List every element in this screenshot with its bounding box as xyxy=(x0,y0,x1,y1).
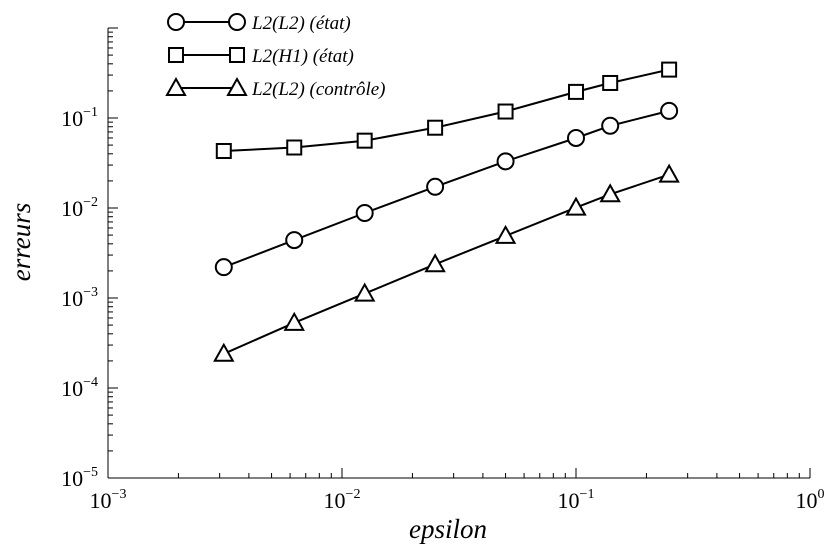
triangle-point xyxy=(565,196,587,216)
x-tick-label: 10−2 xyxy=(324,487,361,513)
triangle-point xyxy=(213,342,235,362)
series-2 xyxy=(215,61,678,159)
triangle-point xyxy=(283,311,305,331)
y-tick-label: 10−5 xyxy=(61,465,98,491)
square-point xyxy=(427,119,444,136)
legend-label: L2(H1) (état) xyxy=(251,46,354,67)
circle-point xyxy=(601,116,620,135)
square-point xyxy=(215,142,232,159)
circle-point xyxy=(660,101,679,120)
legend-square-icon xyxy=(168,47,184,63)
legend-label: L2(L2) (état) xyxy=(251,13,351,34)
y-axis-label: erreurs xyxy=(6,203,36,282)
y-tick-label: 10−2 xyxy=(61,195,98,221)
legend: L2(L2) (état) L2(H1) (état) L2(L2) (contrô… xyxy=(165,13,386,100)
triangle-point xyxy=(494,224,517,244)
triangle-point xyxy=(424,253,446,273)
legend-triangle-icon xyxy=(226,76,248,96)
series-1 xyxy=(214,101,679,277)
legend-entry: L2(L2) (état) xyxy=(167,13,351,34)
circle-point xyxy=(214,258,233,277)
circle-point xyxy=(355,203,374,222)
circle-point xyxy=(567,128,585,147)
triangle-point xyxy=(599,183,621,203)
y-tick-label: 10−1 xyxy=(61,105,98,131)
legend-entry: L2(H1) (état) xyxy=(168,46,354,67)
square-point xyxy=(602,74,619,91)
square-point xyxy=(286,139,303,156)
y-tick-label: 10−4 xyxy=(61,375,98,401)
series-layer xyxy=(213,61,680,362)
legend-square-icon xyxy=(229,47,245,63)
x-tick-label: 10−3 xyxy=(90,487,127,513)
circle-point xyxy=(426,177,445,196)
x-axis-label: epsilon xyxy=(409,514,487,544)
legend-circle-icon xyxy=(167,13,185,31)
legend-label: L2(L2) (contrôle) xyxy=(251,79,386,100)
legend-entry: L2(L2) (contrôle) xyxy=(165,76,386,100)
x-tick-label: 100 xyxy=(796,487,825,513)
legend-triangle-icon xyxy=(165,76,187,96)
x-tick-label: 10−1 xyxy=(558,487,595,513)
triangle-point xyxy=(353,282,376,302)
triangle-point xyxy=(658,163,680,183)
square-point xyxy=(497,103,514,120)
series-3 xyxy=(213,163,680,362)
square-point xyxy=(661,61,678,78)
square-point xyxy=(356,132,373,149)
circle-point xyxy=(285,231,304,250)
y-tick-label: 10−3 xyxy=(61,285,98,311)
axes: 10−3 10−2 10−1 100 10−5 10−4 10−3 10−2 10−1 xyxy=(61,27,825,513)
circle-point xyxy=(496,152,515,171)
square-point xyxy=(568,83,584,100)
legend-circle-icon xyxy=(228,13,246,31)
